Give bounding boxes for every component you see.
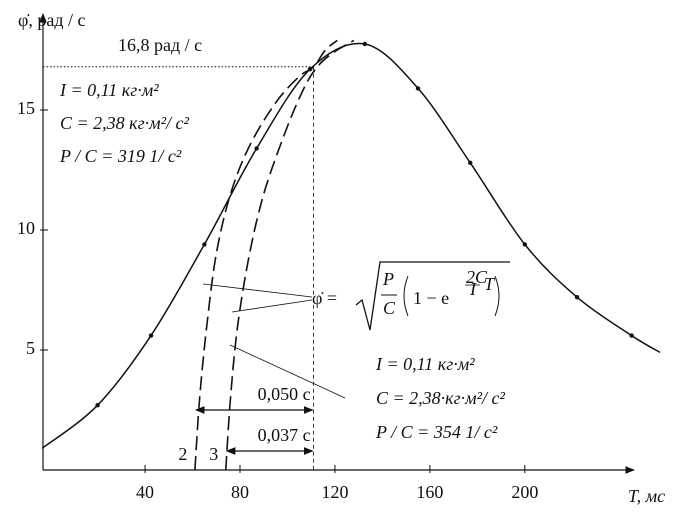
param-text: P / C = 319 1/ с² xyxy=(59,146,182,166)
series-label: 3 xyxy=(209,444,218,464)
formula: φ̇ = P C 1 − e 2C I T xyxy=(312,261,510,331)
data-point xyxy=(415,86,421,91)
formula-lhs: φ̇ = xyxy=(312,288,337,308)
leader xyxy=(202,283,313,298)
leader-lines xyxy=(202,283,346,399)
param-text: C = 2,38 кг·м²/ с² xyxy=(60,113,189,133)
x-tick-label: 40 xyxy=(136,482,154,502)
series-line xyxy=(194,39,338,471)
paren xyxy=(494,275,500,317)
data-point xyxy=(148,333,154,338)
formula-exp-den: I xyxy=(469,279,477,299)
data-point xyxy=(362,41,368,47)
param-text: P / C = 354 1/ с² xyxy=(375,422,498,442)
formula-body: 1 − e xyxy=(413,288,449,308)
interval-label: 0,037 с xyxy=(258,425,311,445)
data-point xyxy=(468,160,473,165)
paren xyxy=(403,275,409,317)
formula-exp-t: T xyxy=(484,274,496,294)
param-text: I = 0,11 кг·м² xyxy=(59,80,159,100)
x-axis-label: T, мс xyxy=(628,486,665,506)
data-point xyxy=(95,403,100,408)
interval-label: 0,050 с xyxy=(258,384,311,404)
leader xyxy=(231,299,313,313)
y-tick-label: 10 xyxy=(17,218,35,238)
y-axis-label: φ̇, рад / с xyxy=(18,10,86,30)
data-point xyxy=(254,146,259,151)
series-line xyxy=(41,42,661,449)
sqrt-sign xyxy=(355,261,510,331)
x-tick-label: 80 xyxy=(231,482,249,502)
formula-den: C xyxy=(383,298,396,318)
data-point xyxy=(522,242,528,247)
formula-num: P xyxy=(382,269,394,289)
formula-exp-num: 2C xyxy=(466,267,488,287)
x-tick-label: 200 xyxy=(511,482,538,502)
data-point xyxy=(629,333,634,338)
series-line xyxy=(224,39,355,471)
y-tick-label: 5 xyxy=(26,338,35,358)
param-text: C = 2,38·кг·м²/ с² xyxy=(376,388,505,408)
param-text: I = 0,11 кг·м² xyxy=(375,354,475,374)
y-tick-label: 15 xyxy=(17,98,35,118)
series-label: 2 xyxy=(178,444,187,464)
leader xyxy=(229,344,346,399)
x-tick-label: 160 xyxy=(416,482,443,502)
data-point xyxy=(574,295,580,300)
h-reference-label: 16,8 рад / с xyxy=(118,35,202,55)
data-point xyxy=(202,242,207,247)
x-tick-label: 120 xyxy=(321,482,348,502)
